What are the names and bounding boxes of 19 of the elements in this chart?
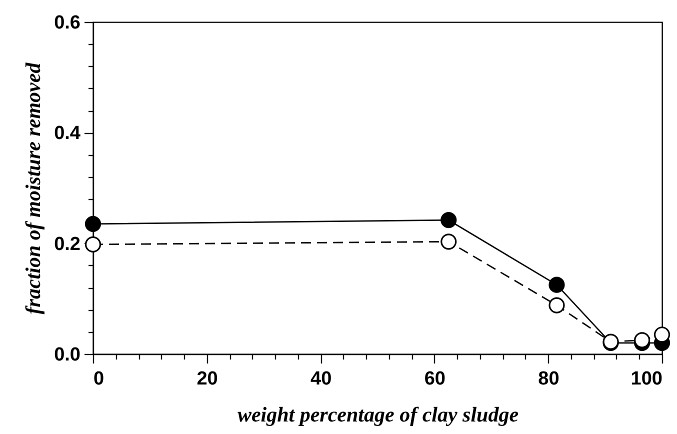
x-tick-label: 20 (196, 368, 218, 390)
x-tick-label: 80 (538, 368, 560, 390)
point (548, 297, 565, 314)
x-tick-label: 100 (630, 368, 662, 390)
x-tick-label: 60 (424, 368, 446, 390)
point (84, 236, 102, 252)
x-tick-label: 40 (310, 368, 332, 390)
point (84, 216, 102, 232)
y-tick-label: 0.4 (54, 123, 81, 144)
point (654, 326, 670, 343)
y-axis-title: fraction of moisture removed (21, 62, 46, 314)
y-tick-label: 0.2 (54, 234, 80, 255)
point (548, 276, 565, 293)
point (440, 212, 457, 228)
y-tick-label: 0.0 (54, 344, 80, 366)
y-tick-label: 0.6 (54, 12, 80, 34)
point (440, 234, 457, 250)
x-axis-title: weight percentage of clay sludge (237, 402, 519, 426)
x-tick-label: 0 (94, 368, 104, 390)
